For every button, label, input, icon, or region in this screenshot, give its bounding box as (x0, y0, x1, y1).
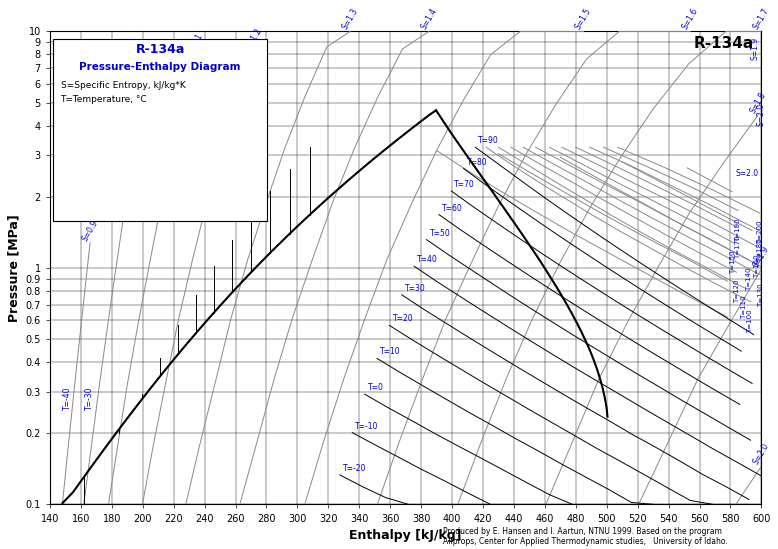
Text: T=110: T=110 (741, 295, 748, 319)
Text: R-134a: R-134a (694, 36, 754, 51)
Text: Produced by E. Hansen and I. Aartun, NTNU 1999. Based on the program
Allprops, C: Produced by E. Hansen and I. Aartun, NTN… (443, 527, 728, 546)
Text: S=1.3: S=1.3 (340, 7, 359, 31)
Text: T=50: T=50 (429, 228, 450, 238)
Text: T=80: T=80 (467, 158, 487, 166)
FancyBboxPatch shape (54, 38, 267, 221)
Y-axis label: Pressure [MPa]: Pressure [MPa] (7, 214, 20, 322)
Text: T=60: T=60 (442, 204, 463, 212)
Text: S=2.0: S=2.0 (752, 442, 771, 466)
Text: T=70: T=70 (454, 180, 475, 189)
Text: T=20: T=20 (392, 315, 413, 323)
Text: S=1.2: S=1.2 (244, 26, 264, 51)
Text: T=120: T=120 (734, 280, 740, 303)
Text: S=1.9: S=1.9 (751, 37, 759, 60)
Text: T=10: T=10 (380, 348, 401, 356)
Text: T=190: T=190 (735, 218, 741, 242)
Text: T=150: T=150 (731, 250, 737, 274)
Text: T=170: T=170 (735, 235, 741, 259)
Text: T=Temperature, °C: T=Temperature, °C (61, 96, 147, 104)
Text: T=200: T=200 (757, 221, 763, 244)
Text: S=1.9: S=1.9 (752, 244, 771, 269)
Text: S=Specific Entropy, kJ/kg*K: S=Specific Entropy, kJ/kg*K (61, 81, 185, 90)
Text: S=1.4: S=1.4 (419, 7, 439, 31)
Text: S=2.0: S=2.0 (735, 169, 759, 178)
Text: T=-30: T=-30 (85, 387, 93, 410)
Text: T=0: T=0 (368, 383, 384, 392)
Text: S=1.8: S=1.8 (748, 91, 768, 115)
Text: S=2.0: S=2.0 (757, 103, 766, 126)
Text: T=30: T=30 (405, 284, 426, 293)
Text: S=1.7: S=1.7 (752, 7, 771, 31)
Text: S=1.6: S=1.6 (681, 7, 700, 31)
Text: T=40: T=40 (417, 255, 438, 264)
Text: T=160: T=160 (754, 254, 760, 278)
Text: T=-40: T=-40 (63, 387, 72, 410)
Text: S=1.1: S=1.1 (186, 31, 205, 55)
Text: R-134a: R-134a (135, 43, 185, 57)
Text: T=-10: T=-10 (356, 422, 379, 430)
Text: S=0.9: S=0.9 (80, 218, 100, 243)
Text: Pressure-Enthalpy Diagram: Pressure-Enthalpy Diagram (79, 62, 241, 72)
Text: S=1.5: S=1.5 (574, 7, 593, 31)
Text: T=140: T=140 (746, 267, 752, 291)
Text: T=100: T=100 (748, 309, 754, 333)
Text: T=180: T=180 (757, 238, 763, 262)
Text: T=130: T=130 (759, 283, 764, 306)
Text: T=90: T=90 (478, 136, 499, 145)
X-axis label: Enthalpy [kJ/kg]: Enthalpy [kJ/kg] (349, 529, 462, 542)
Text: S=1.0: S=1.0 (121, 147, 140, 172)
Text: T=-20: T=-20 (343, 464, 366, 473)
